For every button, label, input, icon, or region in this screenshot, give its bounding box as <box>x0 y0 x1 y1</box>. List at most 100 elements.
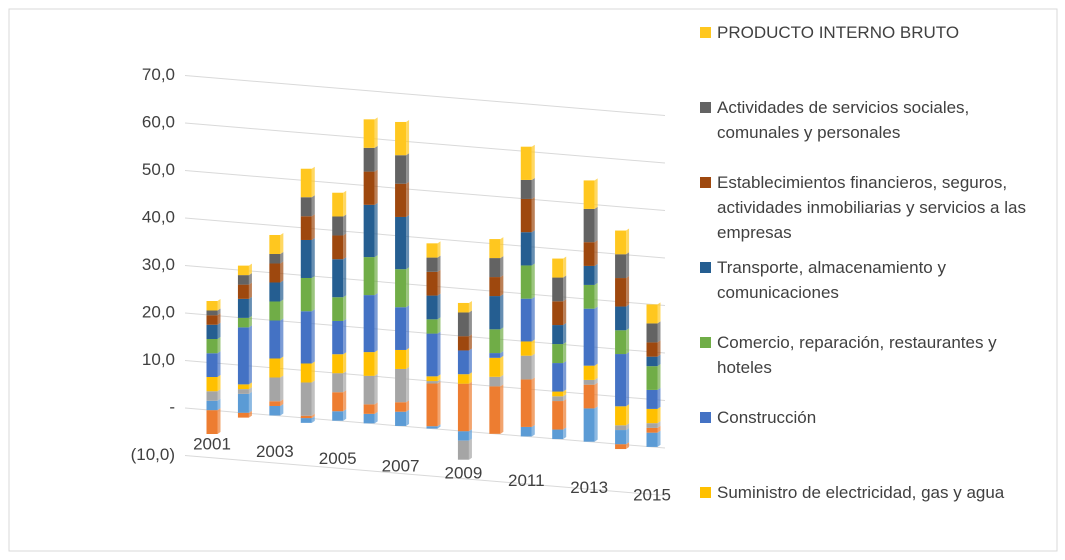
bar-segment <box>615 406 627 426</box>
bar-segment <box>615 278 627 307</box>
y-tick-label: 20,0 <box>142 302 175 321</box>
bar-segment <box>300 418 312 423</box>
bar-segment <box>206 324 218 339</box>
bar-segment <box>457 336 469 351</box>
legend-item: Transporte, almacenamiento y comunicacio… <box>700 255 1050 305</box>
bar-segment <box>426 383 438 427</box>
bar-segment <box>300 363 312 383</box>
bar-side <box>248 410 252 418</box>
bar-side <box>594 282 598 309</box>
bar-side <box>374 202 378 258</box>
bar-side <box>217 408 221 434</box>
bar-side <box>437 379 441 384</box>
legend-swatch <box>700 102 711 113</box>
bar-segment <box>237 275 249 285</box>
bar-side <box>563 323 567 345</box>
bar-side <box>594 206 598 243</box>
bar-side <box>280 399 284 406</box>
bar-segment <box>237 317 249 328</box>
bar-side <box>406 119 410 156</box>
legend-swatch <box>700 337 711 348</box>
bar-side <box>311 413 315 419</box>
y-tick-label: 30,0 <box>142 255 175 274</box>
bar-segment <box>332 373 344 393</box>
bar-segment <box>646 427 658 433</box>
bar-segment <box>646 342 658 357</box>
bar-segment <box>615 354 627 407</box>
y-tick-label: 50,0 <box>142 160 175 179</box>
bar-segment <box>395 155 407 184</box>
bar-side <box>374 169 378 205</box>
bar-segment <box>426 319 438 334</box>
legend-item: Comercio, reparación, restaurantes y hot… <box>700 330 1050 380</box>
bar-side <box>626 228 630 255</box>
bar-side <box>280 232 284 254</box>
bar-side <box>406 181 410 217</box>
x-tick-label: 2005 <box>319 449 357 468</box>
bar-segment <box>583 284 595 309</box>
bar-segment <box>363 295 375 353</box>
bar-side <box>657 421 661 428</box>
bar-side <box>406 400 410 412</box>
bar-side <box>531 196 535 233</box>
bar-side <box>563 361 567 392</box>
legend-label: PRODUCTO INTERNO BRUTO <box>717 23 960 42</box>
bar-side <box>311 309 315 364</box>
bar-side <box>626 428 630 445</box>
bar-segment <box>520 232 532 266</box>
bar-segment <box>520 298 532 342</box>
bar-segment <box>206 377 218 392</box>
legend-item: PRODUCTO INTERNO BRUTO <box>700 20 1050 45</box>
bar-segment <box>646 408 658 424</box>
bar-side <box>437 241 441 258</box>
bar-segment <box>269 263 281 283</box>
bar-side <box>217 389 221 401</box>
bar-side <box>531 377 535 427</box>
bar-segment <box>269 358 281 378</box>
bar-side <box>248 382 252 390</box>
bar-side <box>500 256 504 278</box>
bar-segment <box>332 297 344 321</box>
bar-segment <box>426 381 438 384</box>
bar-side <box>343 190 347 217</box>
bar-segment <box>583 408 595 442</box>
bar-segment <box>615 254 627 279</box>
bar-side <box>406 153 410 184</box>
bar-side <box>594 382 598 409</box>
bar-side <box>406 409 410 426</box>
bar-side <box>280 261 284 283</box>
y-tick-label: (10,0) <box>131 445 175 464</box>
bar-side <box>248 296 252 318</box>
y-tick-label: 70,0 <box>142 65 175 84</box>
bar-segment <box>552 301 564 326</box>
bar-side <box>280 403 284 416</box>
legend-item: Construcción <box>700 405 1050 430</box>
bar-segment <box>489 277 501 297</box>
bar-side <box>437 374 441 382</box>
bar-side <box>626 423 630 431</box>
bar-side <box>500 351 504 358</box>
bar-side <box>531 144 535 180</box>
bar-side <box>594 263 598 285</box>
bar-side <box>594 377 598 385</box>
bar-side <box>217 299 221 311</box>
bar-segment <box>520 341 532 356</box>
bar-side <box>311 195 315 217</box>
legend-label: Transporte, almacenamiento y comunicacio… <box>717 258 946 302</box>
bar-segment <box>426 426 438 429</box>
bar-side <box>531 339 535 356</box>
bar-side <box>563 342 567 364</box>
bar-side <box>343 409 347 421</box>
bar-segment <box>395 121 407 156</box>
bar-side <box>531 263 535 299</box>
x-tick-label: 2013 <box>570 478 608 497</box>
legend-label: Suministro de electricidad, gas y agua <box>717 483 1005 502</box>
bar-segment <box>395 269 407 308</box>
bar-segment <box>395 349 407 369</box>
bar-side <box>437 331 441 377</box>
bar-side <box>374 255 378 296</box>
bar-side <box>217 351 221 377</box>
bar-side <box>248 273 252 285</box>
bar-segment <box>583 265 595 285</box>
bar-segment <box>646 389 658 409</box>
